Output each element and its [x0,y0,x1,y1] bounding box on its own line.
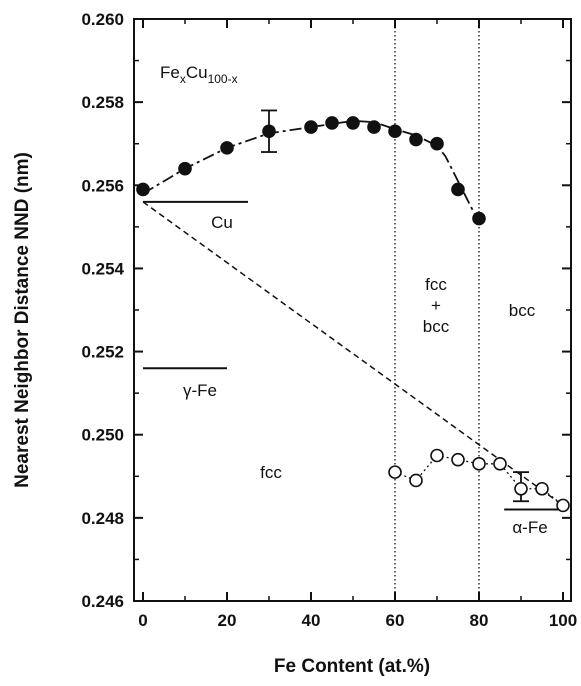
y-axis: 0.246 0.248 0.250 0.252 0.254 0.256 0.258 0.260 [81,10,571,611]
y-tick-label: 0.246 [81,592,124,611]
filled-data-point [409,132,423,147]
y-tick-label: 0.258 [81,93,124,112]
filled-data-point [178,161,192,176]
x-axis-title: Fe Content (at.%) [274,656,430,677]
y-tick-label: 0.254 [81,259,124,278]
filled-data-point [472,211,486,226]
filled-data-point [220,141,234,155]
x-tick-label: 100 [549,611,577,630]
y-tick-label: 0.252 [81,343,124,362]
vegard-dashed-line [142,201,564,506]
phase-boundaries [394,19,480,601]
open-data-point [409,473,423,488]
filled-data-point [367,120,381,134]
open-data-point [556,498,570,513]
filled-data-point [304,120,318,134]
region-label-mixed-plus: + [431,296,441,315]
filled-data-point [388,124,402,139]
open-data-point [514,481,528,496]
filled-data-point [262,124,276,139]
y-tick-label: 0.248 [81,509,124,528]
x-axis: 0 20 40 60 80 100 [138,19,577,630]
y-axis-title: Nearest Neighbor Distance NND (nm) [12,152,33,488]
data-points [136,116,570,513]
ref-label-gamma-fe: γ-Fe [183,381,217,400]
region-label-fcc: fcc [260,463,282,482]
filled-data-point [136,182,150,197]
open-data-point [493,457,507,471]
y-tick-label: 0.250 [81,426,124,445]
plot-frame [133,18,572,602]
y-tick-label: 0.260 [81,10,124,29]
y-tick-label: 0.256 [81,176,124,195]
filled-data-point [451,182,465,197]
open-series-fit-curve [394,454,564,506]
region-label-mixed-bottom: bcc [423,317,450,336]
filled-data-point [346,116,360,130]
open-data-point [451,452,465,467]
fit-curves [142,119,564,506]
ref-label-cu: Cu [211,213,233,232]
x-tick-label: 80 [470,611,489,630]
composition-formula: FexCu100-x [160,63,238,86]
filled-data-point [325,116,339,130]
ref-label-alpha-fe: α-Fe [512,518,547,537]
open-data-point [535,481,549,496]
open-data-point [430,448,444,463]
filled-data-point [430,136,444,151]
x-tick-label: 0 [138,611,147,630]
error-bars [261,109,529,503]
x-tick-label: 40 [302,611,321,630]
x-tick-label: 60 [386,611,405,630]
open-data-point [472,457,486,471]
region-label-bcc: bcc [509,301,536,320]
open-data-point [388,465,402,479]
filled-series-fit-curve [142,119,480,224]
reference-lines [143,200,563,511]
region-label-mixed-top: fcc [425,275,447,294]
x-tick-label: 20 [218,611,237,630]
